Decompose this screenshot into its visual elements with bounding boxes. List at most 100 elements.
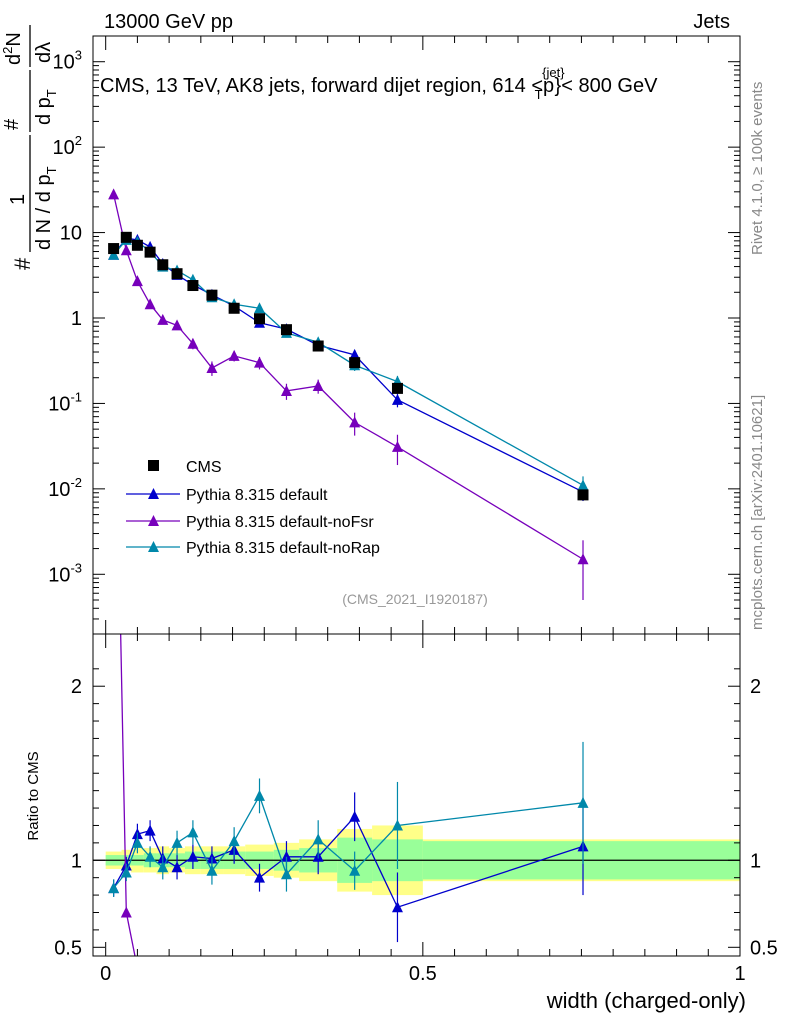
ratio-point-noRap xyxy=(254,789,266,801)
legend-default-marker xyxy=(148,488,159,499)
y-label-dp-sub: T xyxy=(44,89,59,97)
ratio-point-default xyxy=(171,861,183,873)
data-point-noRap xyxy=(108,248,120,260)
data-point-default xyxy=(349,348,361,360)
ratio-plot-frame xyxy=(92,633,741,957)
legend-cms-marker xyxy=(148,460,159,471)
data-point-cms xyxy=(254,313,266,325)
series-line-default xyxy=(113,237,584,493)
plot-title-main: CMS, 13 TeV, AK8 jets, forward dijet reg… xyxy=(100,75,554,97)
main-y-tick-label: 10-1 xyxy=(48,389,82,415)
ratio-point-noRap xyxy=(391,819,403,831)
y-label-d-sup: 2 xyxy=(0,47,15,54)
data-point-noFsr xyxy=(157,313,169,325)
main-y-tick-label: 103 xyxy=(53,48,82,74)
main-y-tick-label: 10-3 xyxy=(48,560,82,586)
data-point-noFsr xyxy=(391,440,403,452)
data-point-noFsr xyxy=(228,349,240,361)
legend-cms-label: CMS xyxy=(186,459,222,476)
svg-text:#: # xyxy=(10,257,35,270)
ratio-point-noRap xyxy=(131,836,143,848)
ratio-point-noRap xyxy=(171,836,183,848)
y-label-one: 1 xyxy=(7,194,29,205)
ratio-point-noFsr xyxy=(120,906,132,918)
main-y-tick-label: 1 xyxy=(71,308,82,330)
ratio-y-tick-label: 1 xyxy=(71,850,82,872)
plot-title-end: }< 800 GeV xyxy=(555,75,659,97)
plot-title: CMS, 13 TeV, AK8 jets, forward dijet reg… xyxy=(100,65,658,102)
ratio-point-noRap xyxy=(312,833,324,845)
data-point-cms xyxy=(312,340,324,352)
ratio-plot-panel xyxy=(92,633,741,957)
data-point-cms xyxy=(391,382,403,394)
svg-text:CMS, 13 TeV, AK8 jets, forward: CMS, 13 TeV, AK8 jets, forward dijet reg… xyxy=(100,65,658,102)
y-label-dp: d p xyxy=(33,97,55,125)
ratio-point-noRap xyxy=(144,850,156,862)
svg-text:d N / d pT: d N / d pT xyxy=(33,166,59,250)
data-point-noRap xyxy=(254,302,266,314)
legend-nofsr-marker xyxy=(148,515,159,526)
data-point-cms xyxy=(131,239,143,251)
data-point-noFsr xyxy=(131,275,143,287)
data-point-cms xyxy=(120,231,132,243)
y-label-den: d N / d p xyxy=(33,174,55,250)
data-point-noFsr xyxy=(108,188,120,200)
data-point-default xyxy=(391,393,403,405)
legend-default-label: Pythia 8.315 default xyxy=(186,487,328,504)
data-point-cms xyxy=(144,246,156,258)
ratio-point-noRap xyxy=(228,835,240,847)
ratio-y-tick-label-right: 0.5 xyxy=(750,937,778,959)
data-point-cms xyxy=(108,243,120,255)
ratio-y-tick-label: 0.5 xyxy=(54,937,82,959)
x-tick-label: 1 xyxy=(734,963,745,985)
y-label-hash: # xyxy=(10,257,35,270)
ratio-point-noRap xyxy=(349,864,361,876)
ratio-point-default xyxy=(254,871,266,883)
data-point-cms xyxy=(228,302,240,314)
svg-text:d pT: d pT xyxy=(33,89,59,125)
legend: CMS Pythia 8.315 default Pythia 8.315 de… xyxy=(126,459,380,557)
mcplots-label: mcplots.cern.ch [arXiv:2401.10621] xyxy=(749,395,766,630)
data-point-noFsr xyxy=(187,337,199,349)
ratio-y-tick-label-right: 1 xyxy=(750,850,761,872)
series-line-noFsr xyxy=(112,194,584,560)
ratio-line-noFsr xyxy=(120,634,136,956)
header-left: 13000 GeV pp xyxy=(104,11,233,33)
legend-norap-label: Pythia 8.315 default-noRap xyxy=(186,540,380,557)
main-y-tick-label: 102 xyxy=(53,133,82,159)
x-tick-label: 0 xyxy=(100,963,111,985)
header-right: Jets xyxy=(693,11,730,33)
x-axis-label: width (charged-only) xyxy=(546,988,746,1013)
data-point-cms xyxy=(206,289,218,301)
data-point-noFsr xyxy=(144,298,156,310)
data-point-noFsr xyxy=(206,361,218,373)
data-point-noFsr xyxy=(171,319,183,331)
rivet-label: Rivet 4.1.0, ≥ 100k events xyxy=(749,82,766,255)
ratio-point-noRap xyxy=(120,866,132,878)
plot-title-sup: {jet} xyxy=(542,65,565,80)
ratio-point-noRap xyxy=(577,796,589,808)
main-y-tick-label: 10-2 xyxy=(48,475,82,501)
data-point-cms xyxy=(157,259,169,271)
data-point-cms xyxy=(280,324,292,336)
y-label-n: N xyxy=(3,32,25,46)
ratio-point-default xyxy=(280,850,292,862)
x-tick-label: 0.5 xyxy=(409,963,437,985)
legend-nofsr-label: Pythia 8.315 default-noFsr xyxy=(186,514,374,531)
ratio-point-default xyxy=(391,901,403,913)
ratio-y-ticks: 0.5 0.5 1 1 2 2 xyxy=(54,668,778,959)
ratio-point-noRap xyxy=(280,868,292,880)
data-point-cms xyxy=(187,280,199,292)
analysis-id: (CMS_2021_I1920187) xyxy=(342,591,488,607)
main-y-tick-label: 10 xyxy=(60,223,82,245)
data-point-noFsr xyxy=(312,379,324,391)
y-label-dlambda: dλ xyxy=(33,42,55,63)
ratio-point-default xyxy=(187,850,199,862)
main-y-ticks: 10-3 10-2 10-1 1 10 102 103 xyxy=(48,35,740,635)
plot-title-sub: T xyxy=(535,87,543,102)
ratio-y-axis-label: Ratio to CMS xyxy=(25,751,42,840)
ratio-point-noRap xyxy=(187,826,199,838)
ratio-y-tick-label: 2 xyxy=(71,676,82,698)
series-line-noRap xyxy=(113,239,584,486)
svg-text:d2N: d2N xyxy=(0,32,25,65)
